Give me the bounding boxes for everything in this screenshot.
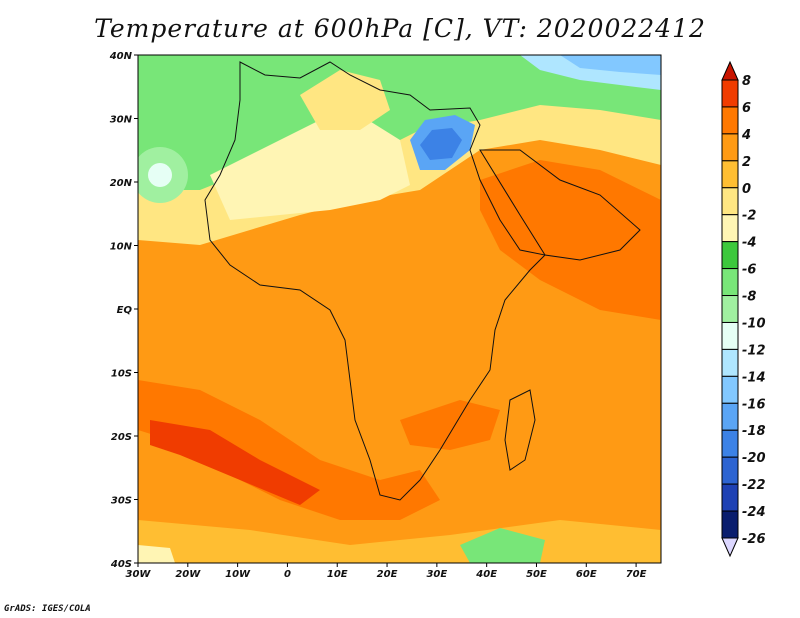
coastlines — [204, 61, 641, 501]
colorbar-swatch — [721, 241, 739, 270]
colorbar-swatch — [721, 456, 739, 485]
colorbar-swatch — [721, 214, 739, 243]
temperature-field — [138, 55, 661, 563]
colorbar-label: -16 — [742, 397, 766, 412]
colorbar-swatch — [721, 79, 739, 108]
field-south-hot — [150, 420, 320, 505]
chart-title: Temperature at 600hPa [C], VT: 202002241… — [94, 14, 706, 43]
lat-tick-label: 20N — [110, 178, 133, 189]
field-egypt-core — [420, 128, 462, 160]
colorbar-swatch — [721, 510, 739, 539]
lon-tick-label: 20W — [175, 569, 201, 580]
field-arabia-warm — [480, 160, 661, 320]
lat-tick-label: 30S — [111, 496, 132, 507]
colorbar-label: -6 — [742, 263, 756, 278]
colorbar-label: -24 — [742, 505, 766, 520]
colorbar-label: -10 — [742, 316, 766, 331]
colorbar-label: 6 — [742, 101, 751, 116]
colorbar-label: 0 — [742, 182, 751, 197]
colorbar-label: -12 — [742, 343, 766, 358]
colorbar-swatch — [721, 133, 739, 162]
lon-tick-label: 30W — [126, 569, 152, 580]
colorbar-label: -2 — [742, 209, 756, 224]
colorbar: 8 6 4 2 0 -2 -4 -6 -8 -10 -12 -14 -16 -18 -20 -22 -24 -26 — [721, 60, 766, 558]
colorbar-swatch — [721, 295, 739, 323]
colorbar-swatch — [721, 268, 739, 297]
field-libya — [300, 70, 390, 130]
lon-tick-label: 20E — [377, 569, 398, 580]
colorbar-label: -20 — [742, 451, 766, 466]
lon-tick-label: 50E — [526, 569, 547, 580]
colorbar-swatch — [721, 429, 739, 458]
field-ne-colder — [560, 55, 661, 75]
colorbar-bottom-arrow — [721, 537, 739, 558]
colorbar-top-arrow — [721, 60, 739, 81]
colorbar-swatch — [721, 483, 739, 512]
colorbar-swatch — [721, 402, 739, 431]
colorbar-swatch — [721, 348, 739, 377]
latitude-axis: 40N 30N 20N 10N EQ 10S 20S 30S 40S — [109, 51, 138, 570]
colorbar-swatch — [721, 321, 739, 350]
longitude-axis: 30W 20W 10W 0 10E 20E 30E 40E 50E 60E 70E — [126, 563, 647, 580]
lat-tick-label: EQ — [117, 305, 133, 316]
lat-tick-label: 10S — [111, 369, 132, 380]
colorbar-swatch — [721, 187, 739, 216]
field-south-warm — [138, 380, 440, 520]
lat-tick-label: 20S — [111, 432, 132, 443]
africa-coast — [204, 61, 547, 501]
lon-tick-label: 10W — [225, 569, 251, 580]
credit-text: GrADS: IGES/COLA — [4, 604, 91, 614]
colorbar-label: 2 — [742, 155, 751, 170]
field-sahara — [210, 115, 410, 220]
colorbar-label: 4 — [741, 128, 751, 143]
lat-tick-label: 40S — [110, 559, 132, 570]
colorbar-label: -22 — [742, 478, 766, 493]
lat-tick-label: 40N — [109, 51, 133, 62]
lon-tick-label: 10E — [327, 569, 348, 580]
lon-tick-label: 0 — [284, 569, 291, 580]
colorbar-label: -14 — [742, 370, 766, 385]
colorbar-swatch — [721, 160, 739, 189]
colorbar-label: -26 — [742, 532, 766, 547]
madagascar-coast — [504, 389, 536, 471]
lon-tick-label: 70E — [626, 569, 647, 580]
lat-tick-label: 30N — [110, 115, 133, 126]
lon-tick-label: 60E — [576, 569, 597, 580]
lat-tick-label: 10N — [110, 242, 133, 253]
field-south-green — [460, 528, 545, 563]
colorbar-swatch — [721, 106, 739, 135]
colorbar-swatch — [721, 375, 739, 404]
colorbar-label: -8 — [742, 290, 756, 305]
colorbar-label: -18 — [742, 424, 766, 439]
colorbar-label: -4 — [742, 236, 756, 251]
field-se-africa-warm — [400, 400, 500, 450]
lon-tick-label: 30E — [426, 569, 447, 580]
arabia-coast — [479, 149, 641, 261]
colorbar-label: 8 — [742, 74, 751, 89]
lon-tick-label: 40E — [475, 569, 497, 580]
